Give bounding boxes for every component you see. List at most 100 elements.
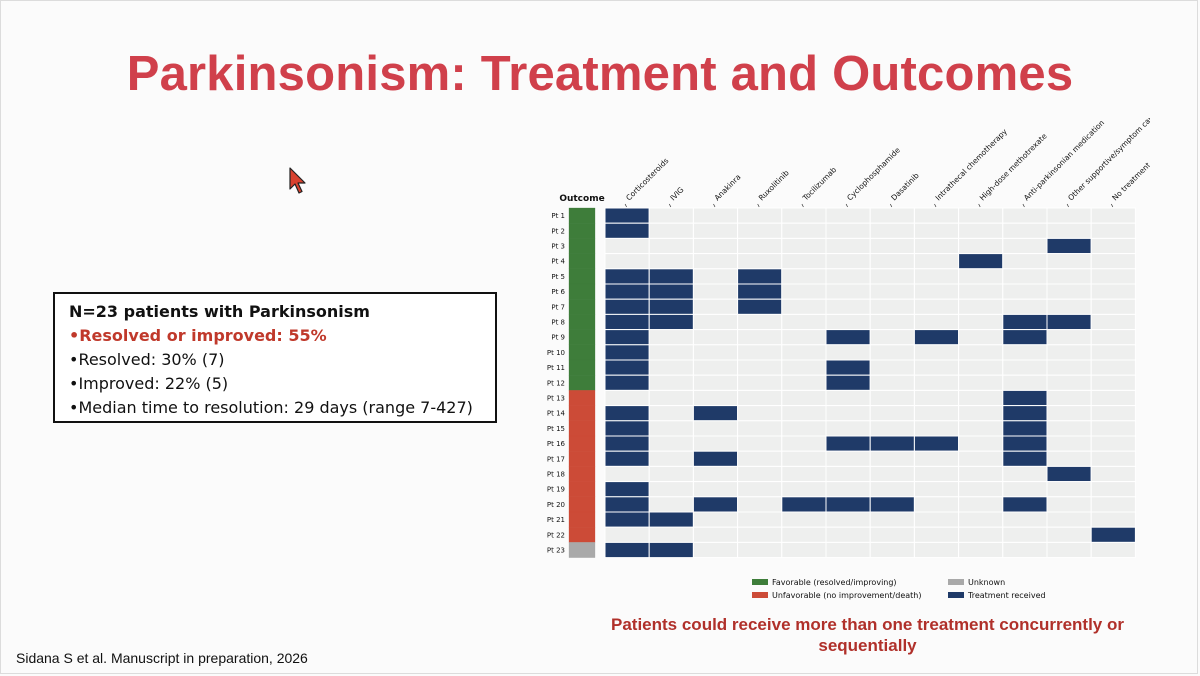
treatment-cell-empty	[1090, 237, 1136, 255]
treatment-tick	[624, 203, 627, 208]
treatment-cell-empty	[869, 465, 915, 483]
treatment-label: Other supportive/symptom care	[1066, 118, 1150, 202]
treatment-cell-empty	[869, 237, 915, 255]
treatment-cell-empty	[781, 313, 827, 331]
treatment-cell-empty	[1002, 207, 1048, 224]
treatment-label: IVIG	[668, 185, 685, 202]
footnote: Patients could receive more than one tre…	[611, 615, 1124, 655]
treatment-cell-empty	[1046, 344, 1092, 361]
patient-label: Pt 9	[551, 334, 565, 342]
treatment-cell-filled	[648, 268, 694, 285]
slide-title: Parkinsonism: Treatment and Outcomes	[126, 47, 1074, 101]
treatment-cell-empty	[1046, 298, 1092, 315]
treatment-cell-empty	[825, 541, 871, 559]
treatment-cell-empty	[648, 329, 694, 346]
outcome-column-title: Outcome	[559, 194, 604, 204]
treatment-cell-empty	[1002, 465, 1048, 483]
treatment-label: Ruxolitinib	[757, 168, 791, 202]
treatment-cell-empty	[825, 420, 871, 437]
treatment-tick	[757, 203, 760, 208]
outcome-cell	[568, 496, 596, 513]
treatment-cell-empty	[913, 541, 960, 559]
treatment-cell-empty	[737, 450, 783, 467]
outcome-cell	[568, 268, 596, 285]
treatment-cell-empty	[737, 374, 783, 391]
patient-label: Pt 16	[547, 440, 566, 448]
treatment-cell-empty	[1090, 359, 1136, 376]
treatment-cell-empty	[913, 344, 960, 361]
treatment-cell-empty	[648, 207, 694, 224]
treatment-cell-empty	[1046, 253, 1092, 270]
treatment-cell-filled	[604, 283, 650, 300]
treatment-cell-empty	[1002, 283, 1048, 300]
outcome-cell	[568, 466, 596, 482]
treatment-cell-empty	[869, 389, 915, 407]
treatment-cell-empty	[825, 450, 871, 467]
treatment-cell-empty	[1046, 526, 1092, 543]
treatment-cell-empty	[781, 344, 827, 361]
treatment-cell-empty	[869, 222, 915, 239]
treatment-cell-empty	[692, 465, 739, 483]
treatment-cell-filled	[604, 496, 650, 513]
treatment-cell-filled	[692, 496, 739, 513]
treatment-cell-empty	[1090, 465, 1136, 483]
legend-swatch	[752, 579, 768, 585]
patient-label: Pt 2	[551, 227, 565, 235]
treatment-cell-empty	[958, 405, 1004, 422]
treatment-cell-empty	[1002, 222, 1048, 239]
treatment-cell-empty	[958, 420, 1004, 437]
treatment-cell-empty	[1090, 253, 1136, 270]
treatment-cell-empty	[692, 283, 739, 300]
treatment-cell-empty	[1090, 207, 1136, 224]
treatment-cell-empty	[1002, 526, 1048, 543]
patient-label: Pt 13	[547, 395, 565, 403]
treatment-cell-empty	[1090, 374, 1136, 391]
treatment-cell-empty	[781, 374, 827, 391]
mouse-pointer-icon	[289, 167, 306, 194]
treatment-tick	[668, 203, 672, 208]
legend-swatch	[948, 579, 964, 585]
patient-label: Pt 15	[547, 425, 565, 433]
treatment-cell-empty	[913, 374, 960, 391]
treatment-cell-filled	[1002, 420, 1048, 437]
legend-label: Treatment received	[967, 591, 1046, 600]
treatment-cell-empty	[869, 344, 915, 361]
outcome-cell	[568, 344, 596, 361]
treatment-cell-empty	[958, 268, 1004, 285]
treatment-cell-empty	[692, 374, 739, 391]
treatment-cell-filled	[825, 359, 871, 376]
treatment-cell-empty	[781, 207, 827, 224]
treatment-cell-empty	[692, 298, 739, 315]
treatment-cell-empty	[1046, 268, 1092, 285]
treatment-cell-empty	[781, 481, 827, 498]
treatment-cell-empty	[869, 541, 915, 559]
treatment-tick	[934, 203, 937, 208]
treatment-cell-empty	[737, 481, 783, 498]
treatment-cell-empty	[781, 237, 827, 255]
treatment-cell-empty	[1002, 237, 1048, 255]
patient-label: Pt 12	[547, 379, 565, 387]
treatment-cell-empty	[648, 389, 694, 407]
treatment-cell-empty	[913, 313, 960, 331]
treatment-cell-empty	[958, 329, 1004, 346]
treatment-cell-filled	[648, 541, 694, 559]
legend-swatch	[752, 592, 768, 598]
treatment-cell-empty	[1046, 405, 1092, 422]
treatment-cell-empty	[737, 222, 783, 239]
treatment-cell-empty	[913, 359, 960, 376]
patient-label: Pt 14	[547, 410, 566, 418]
treatment-cell-empty	[1002, 298, 1048, 315]
treatment-cell-empty	[1090, 541, 1136, 559]
treatment-cell-empty	[604, 237, 650, 255]
treatment-cell-empty	[1090, 389, 1136, 407]
treatment-cell-empty	[825, 511, 871, 528]
treatment-cell-empty	[825, 283, 871, 300]
treatment-cell-empty	[869, 481, 915, 498]
treatment-cell-filled	[604, 313, 650, 331]
outcome-cell	[568, 223, 596, 239]
treatment-cell-empty	[825, 237, 871, 255]
treatment-cell-empty	[1090, 450, 1136, 467]
treatment-cell-empty	[958, 481, 1004, 498]
treatment-tick	[1022, 203, 1025, 208]
treatment-cell-empty	[825, 481, 871, 498]
